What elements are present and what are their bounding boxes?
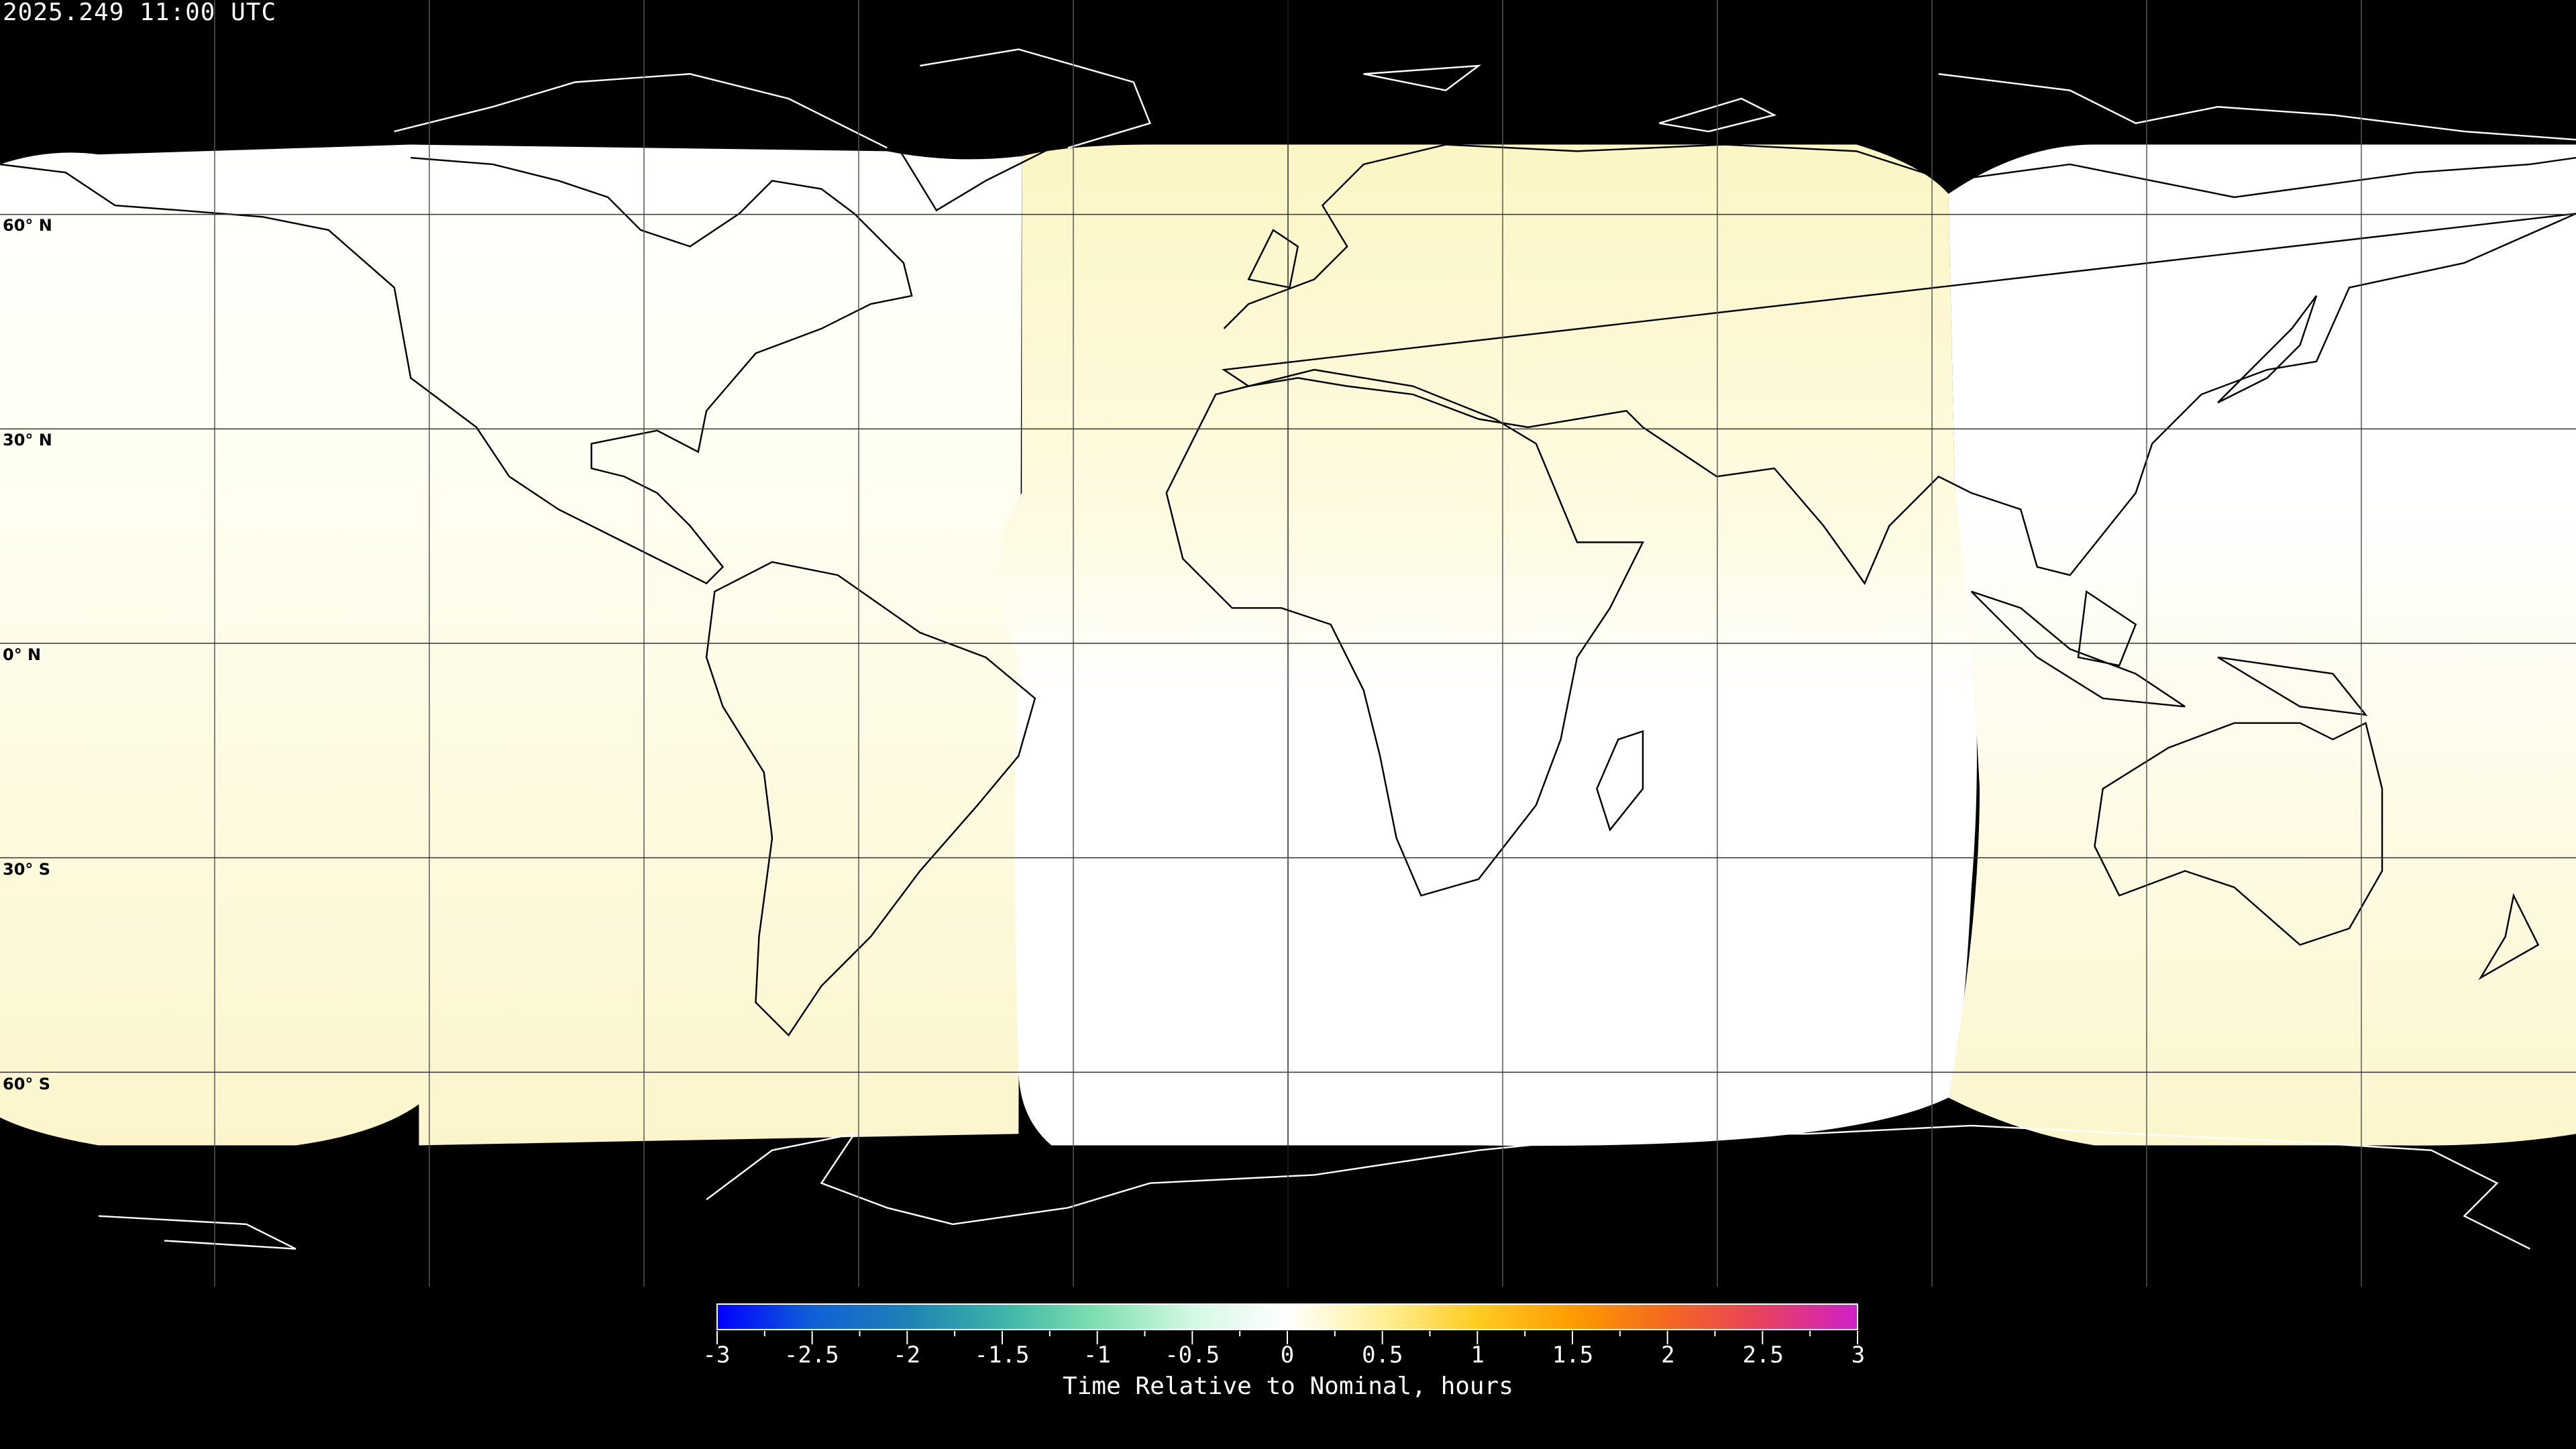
colorbar-tick-label: -1 bbox=[1083, 1342, 1111, 1368]
lat-label-0n: 0° N bbox=[3, 645, 42, 664]
colorbar-tick-label: -2 bbox=[893, 1342, 921, 1368]
colorbar-tick-label: 1.5 bbox=[1552, 1342, 1594, 1368]
colorbar-tick-label: 2 bbox=[1661, 1342, 1675, 1368]
lat-label-60n: 60° N bbox=[3, 216, 52, 235]
colorbar-tick-label: -2.5 bbox=[784, 1342, 839, 1368]
africa bbox=[1165, 368, 1644, 897]
colorbar-tick-label: 2.5 bbox=[1742, 1342, 1784, 1368]
timestamp-title: 2025.249 11:00 UTC bbox=[3, 0, 277, 26]
lat-label-60s: 60° S bbox=[3, 1075, 51, 1093]
colorbar-tick-label: -3 bbox=[702, 1342, 731, 1368]
colorbar bbox=[716, 1303, 1858, 1330]
colorbar-tick-label: 3 bbox=[1851, 1342, 1866, 1368]
colorbar-tick-label: -1.5 bbox=[974, 1342, 1030, 1368]
japan bbox=[2217, 295, 2318, 404]
graticule bbox=[0, 0, 2576, 1287]
colorbar-tick-label: 0 bbox=[1280, 1342, 1295, 1368]
antarctica bbox=[98, 1124, 2530, 1250]
colorbar-label: Time Relative to Nominal, hours bbox=[1063, 1373, 1513, 1400]
south-america bbox=[705, 561, 1036, 1037]
coverage-central bbox=[998, 144, 1977, 1146]
coverage-west bbox=[0, 144, 1022, 1146]
madagascar bbox=[1596, 730, 1644, 832]
british-isles bbox=[1247, 229, 1299, 289]
lat-label-30s: 30° S bbox=[3, 860, 51, 879]
colorbar-tick-label: 0.5 bbox=[1362, 1342, 1403, 1368]
north-america bbox=[0, 156, 913, 585]
indonesia bbox=[1970, 590, 2368, 716]
greenland bbox=[899, 147, 1052, 212]
arctic-islands bbox=[394, 48, 2576, 149]
eurasia bbox=[1222, 144, 2576, 586]
colorbar-tick-label: 1 bbox=[1470, 1342, 1485, 1368]
colorbar-ticks bbox=[716, 1331, 1858, 1344]
colorbar-tick-label: -0.5 bbox=[1165, 1342, 1220, 1368]
coverage-east bbox=[1948, 144, 2576, 1146]
new-zealand bbox=[2478, 893, 2540, 980]
lat-label-30n: 30° N bbox=[3, 431, 52, 449]
coastlines bbox=[0, 48, 2576, 1250]
australia bbox=[2094, 722, 2383, 946]
world-map bbox=[0, 0, 2576, 1287]
